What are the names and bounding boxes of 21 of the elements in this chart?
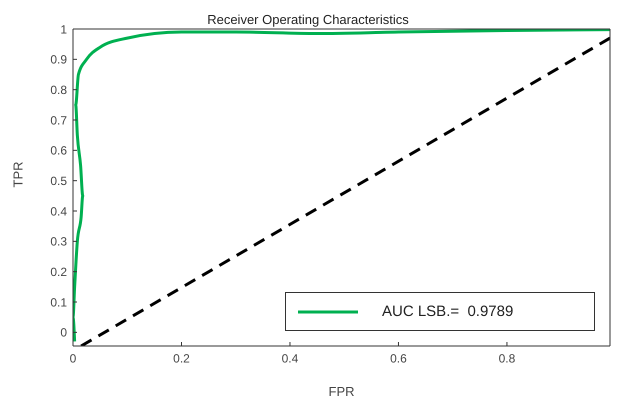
x-tick-label: 0 [70, 352, 77, 366]
legend-box: AUC LSB.= 0.9789 [285, 292, 595, 331]
x-tick-label: 0.6 [390, 352, 408, 366]
y-axis-title: TPR [10, 162, 26, 188]
y-tick-label: 0.2 [50, 264, 68, 279]
y-tick-label: 0.5 [50, 174, 68, 188]
chart-title: Receiver Operating Characteristics [207, 12, 410, 27]
y-tick-label: 1 [60, 22, 68, 36]
y-tick-label: 0.6 [50, 144, 68, 158]
y-tick-label: 0.1 [50, 295, 68, 310]
y-tick-label: 0.7 [50, 113, 68, 128]
x-tick-label: 0.8 [498, 352, 516, 366]
y-tick-label: 0.4 [50, 204, 68, 218]
y-tick-label: 0.8 [50, 82, 68, 97]
x-axis-title: FPR [328, 384, 354, 399]
x-tick-label: 0.2 [173, 352, 190, 366]
x-tick-label: 0.4 [282, 352, 299, 366]
y-tick-label: 0.3 [50, 234, 68, 249]
y-tick-label: 0.9 [50, 52, 68, 67]
y-tick-label: 0 [60, 326, 68, 340]
legend-label: AUC LSB.= 0.9789 [382, 303, 514, 320]
